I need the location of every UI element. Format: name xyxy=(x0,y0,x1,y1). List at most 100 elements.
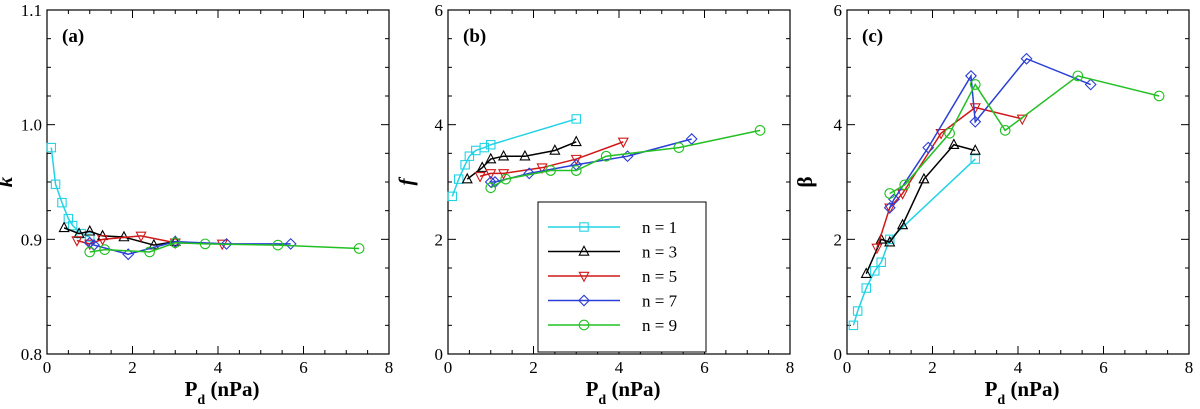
series-line xyxy=(852,158,976,326)
data-point xyxy=(571,114,581,124)
data-point xyxy=(918,172,930,184)
panel-label: (b) xyxy=(463,26,486,47)
data-point xyxy=(969,115,982,128)
legend-entry: n = 5 xyxy=(548,267,677,286)
data-point xyxy=(884,203,896,215)
data-point xyxy=(464,151,475,161)
x-axis-label: Pd (nPa) xyxy=(586,377,661,408)
legend-marker xyxy=(578,319,590,331)
y-tick-label: 0.9 xyxy=(21,230,42,249)
series-line xyxy=(889,57,1091,209)
y-tick-label: 6 xyxy=(834,1,843,20)
data-point xyxy=(1084,78,1097,91)
data-point xyxy=(861,283,871,293)
y-tick-label: 0 xyxy=(834,345,843,364)
data-point xyxy=(852,306,863,316)
data-point xyxy=(545,165,556,176)
series-line xyxy=(876,106,1023,249)
x-tick-label: 4 xyxy=(615,358,624,377)
data-point xyxy=(848,320,859,331)
legend-marker xyxy=(578,294,590,307)
data-point xyxy=(1020,52,1033,65)
data-point xyxy=(944,127,955,139)
x-axis-label: Pd (nPa) xyxy=(985,377,1060,408)
series-n-7 xyxy=(484,133,698,188)
x-tick-label: 6 xyxy=(1099,358,1108,377)
y-tick-label: 4 xyxy=(435,116,444,135)
y-tick-label: 0.8 xyxy=(21,345,42,364)
series-n-5 xyxy=(871,103,1028,255)
data-point xyxy=(71,236,83,247)
series-line xyxy=(479,141,624,177)
x-tick-label: 6 xyxy=(299,358,308,377)
plot-frame xyxy=(846,9,1190,355)
series-line xyxy=(490,138,692,183)
data-point xyxy=(935,129,947,140)
data-point xyxy=(144,246,155,258)
legend-entry: n = 3 xyxy=(548,243,677,262)
data-point xyxy=(549,144,561,155)
series-line xyxy=(865,143,976,275)
legend-marker xyxy=(578,271,590,283)
x-axis-label: Pd (nPa) xyxy=(185,377,260,408)
data-point xyxy=(85,232,95,242)
data-point xyxy=(570,135,582,147)
data-point xyxy=(884,188,896,199)
data-point xyxy=(57,197,67,208)
x-tick-label: 8 xyxy=(1185,358,1194,377)
data-point xyxy=(860,267,872,278)
panel-a: 0 2 4 6 8 0.8 0.9 1.0 1.1 (a) Pd (nPa) k xyxy=(0,1,393,408)
series-line xyxy=(466,141,577,180)
data-point xyxy=(485,152,497,164)
y-tick-label: 2 xyxy=(435,230,444,249)
series-n-7 xyxy=(83,235,297,261)
data-point xyxy=(896,218,909,230)
y-tick-label: 1.1 xyxy=(21,1,42,20)
series-line xyxy=(889,75,1160,195)
data-point xyxy=(58,221,70,233)
data-point xyxy=(476,161,488,172)
series-line xyxy=(50,147,91,238)
data-point xyxy=(96,235,109,246)
data-point xyxy=(871,243,883,255)
data-point xyxy=(500,173,512,185)
series-n-3 xyxy=(461,135,582,184)
data-point xyxy=(497,149,510,161)
data-point xyxy=(84,224,96,236)
legend-entry: n = 1 xyxy=(548,218,677,237)
data-point xyxy=(870,266,880,276)
data-point xyxy=(523,167,536,180)
x-tick-label: 8 xyxy=(786,358,795,377)
y-axis-label: k xyxy=(0,176,17,187)
y-tick-label: 1.0 xyxy=(21,116,42,135)
legend-label: n = 5 xyxy=(642,267,677,286)
data-point xyxy=(479,142,490,153)
x-tick-label: 6 xyxy=(700,358,709,377)
x-tick-label: 8 xyxy=(385,358,394,377)
data-point xyxy=(461,172,473,184)
series-line xyxy=(490,129,761,189)
data-point xyxy=(948,138,960,149)
data-point xyxy=(570,165,582,176)
data-point xyxy=(284,237,297,250)
data-point xyxy=(447,191,458,202)
data-point xyxy=(485,139,496,150)
data-point xyxy=(453,174,464,184)
panel-c: 0 2 4 6 8 0 2 4 6 (c) Pd (nPa) β xyxy=(793,1,1193,408)
data-point xyxy=(169,235,181,246)
data-point xyxy=(99,244,111,256)
legend-entry: n = 9 xyxy=(548,316,677,335)
data-point xyxy=(169,237,181,249)
legend-label: n = 9 xyxy=(642,316,677,335)
data-point xyxy=(220,237,233,250)
series-line xyxy=(451,118,577,197)
data-point xyxy=(875,232,887,244)
plot-frame xyxy=(46,9,390,355)
data-point xyxy=(272,239,284,251)
data-point xyxy=(999,125,1011,136)
data-point xyxy=(199,238,211,250)
series-n-9 xyxy=(485,125,766,194)
legend-label: n = 1 xyxy=(642,218,677,237)
data-point xyxy=(888,193,901,206)
